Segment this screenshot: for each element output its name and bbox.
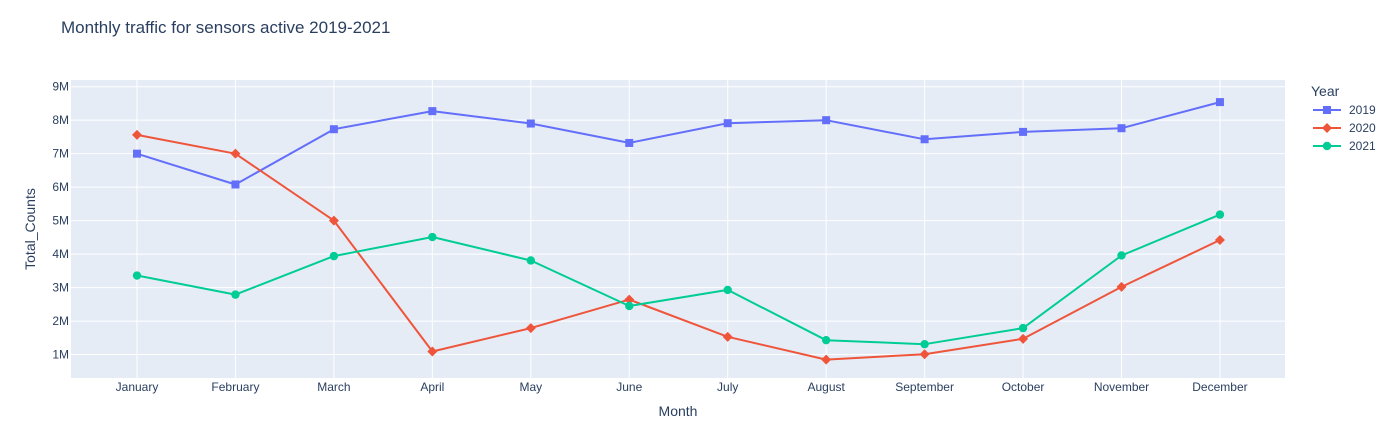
data-point-2021	[428, 232, 437, 242]
data-point-2021	[625, 301, 634, 311]
data-point-2020	[427, 346, 438, 357]
data-point-2020	[722, 331, 733, 342]
data-point-2020	[1214, 235, 1225, 246]
x-tick-label: February	[211, 380, 259, 394]
data-point-2020	[132, 129, 142, 140]
legend-title: Year	[1311, 83, 1340, 99]
x-tick-label: June	[616, 380, 642, 394]
data-point-2020	[1018, 333, 1029, 344]
data-point-2019	[526, 119, 535, 128]
legend: Year 2019 2020 2021	[1311, 83, 1376, 153]
x-tick-label: April	[420, 380, 444, 394]
data-point-2019	[329, 125, 338, 134]
x-axis-ticks: January February March April May June July Augu…	[116, 380, 1248, 394]
y-tick-label: 5M	[52, 214, 69, 228]
y-tick-label: 2M	[52, 314, 69, 328]
legend-label: 2019	[1349, 103, 1376, 117]
y-axis-ticks: 1M 2M 3M 4M 5M 6M 7M 8M 9M	[52, 80, 69, 362]
data-point-2019	[231, 180, 240, 189]
data-point-2021	[231, 290, 240, 299]
series-lines	[136, 101, 1221, 361]
x-tick-label: November	[1094, 380, 1149, 394]
x-tick-label: March	[317, 380, 350, 394]
data-point-2020	[919, 349, 930, 360]
data-point-2020	[624, 294, 635, 305]
data-point-2021	[526, 256, 535, 265]
legend-item-2019[interactable]: 2019	[1313, 103, 1376, 117]
data-point-2021	[1018, 323, 1028, 333]
y-tick-label: 1M	[52, 348, 69, 362]
x-tick-label: January	[116, 380, 159, 394]
plot-area	[71, 80, 1285, 378]
y-tick-label: 9M	[52, 80, 69, 94]
y-tick-label: 8M	[52, 113, 69, 127]
data-point-2019	[625, 138, 634, 147]
legend-item-2020[interactable]: 2020	[1313, 121, 1376, 135]
chart-title: Monthly traffic for sensors active 2019-…	[61, 18, 390, 37]
x-tick-label: October	[1002, 380, 1045, 394]
x-tick-label: July	[717, 380, 738, 394]
legend-items: 2019 2020 2021	[1313, 103, 1376, 153]
data-point-2020	[525, 323, 536, 334]
legend-label: 2021	[1349, 139, 1376, 153]
x-tick-label: August	[807, 380, 845, 394]
x-axis-title: Month	[659, 403, 698, 419]
data-point-2019	[723, 119, 732, 128]
series-line-2020	[136, 133, 1221, 361]
x-tick-label: September	[895, 380, 954, 394]
data-point-2021	[329, 251, 339, 261]
data-point-2019	[822, 116, 831, 125]
series-markers	[132, 98, 1225, 365]
data-point-2021	[723, 285, 732, 295]
legend-marker	[1323, 106, 1331, 114]
data-point-2021	[132, 271, 142, 280]
data-point-2020	[821, 354, 832, 365]
series-line-2019	[136, 101, 1221, 186]
data-point-2019	[133, 149, 141, 158]
legend-label: 2020	[1349, 121, 1376, 135]
series-line-2021	[136, 213, 1221, 346]
data-point-2021	[920, 339, 929, 349]
y-tick-label: 7M	[52, 147, 69, 161]
grid	[71, 80, 1285, 378]
data-point-2019	[920, 135, 929, 144]
y-tick-label: 3M	[52, 281, 69, 295]
data-point-2020	[328, 215, 339, 226]
data-point-2019	[428, 107, 437, 116]
legend-item-2021[interactable]: 2021	[1313, 139, 1376, 153]
x-tick-label: December	[1192, 380, 1247, 394]
y-tick-label: 6M	[52, 180, 69, 194]
data-point-2019	[1215, 98, 1224, 107]
y-tick-label: 4M	[52, 247, 69, 261]
legend-marker	[1322, 141, 1332, 151]
data-point-2019	[1117, 124, 1126, 133]
data-point-2019	[1019, 127, 1028, 136]
legend-marker	[1322, 123, 1332, 133]
data-point-2021	[821, 335, 831, 345]
data-point-2020	[230, 148, 241, 159]
data-point-2020	[1116, 281, 1127, 292]
data-point-2021	[1117, 251, 1126, 260]
y-axis-title: Total_Counts	[22, 188, 38, 270]
x-tick-label: May	[519, 380, 542, 394]
data-point-2021	[1215, 210, 1225, 219]
